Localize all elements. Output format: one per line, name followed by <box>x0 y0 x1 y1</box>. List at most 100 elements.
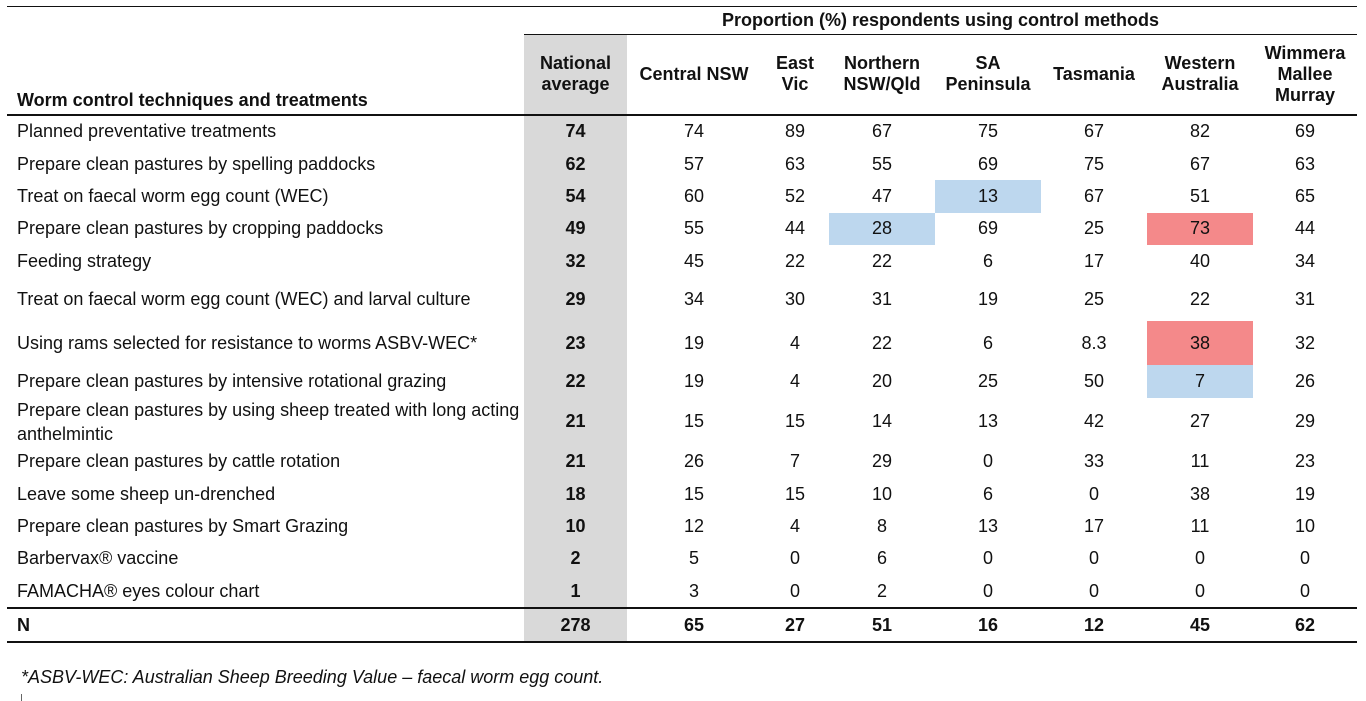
cell-central-nsw: 45 <box>683 250 705 271</box>
cell-central-nsw: 19 <box>683 332 705 353</box>
cell-northern-nsw-qld: 28 <box>829 212 935 245</box>
cell-tasmania: 0 <box>1088 580 1099 601</box>
cell-east-vic: 89 <box>761 113 829 148</box>
cell-east-vic: 44 <box>784 218 806 239</box>
table-row: Prepare clean pastures by cropping paddo… <box>7 212 1357 245</box>
table-row: Treat on faecal worm egg count (WEC) and… <box>7 277 1357 322</box>
cell-northern-nsw-qld: 22 <box>871 250 893 271</box>
cell-east-vic: 7 <box>789 451 800 472</box>
cell-northern-nsw-qld: 14 <box>871 411 893 432</box>
cell-national-average: 23 <box>524 321 627 366</box>
cell-tasmania: 67 <box>1041 113 1147 148</box>
cell-northern-nsw-qld: 31 <box>871 288 893 309</box>
row-label: Prepare clean pastures by intensive rota… <box>17 370 447 391</box>
cell-sa-peninsula: 75 <box>935 113 1041 148</box>
cell-sa-peninsula: 0 <box>982 580 993 601</box>
cell-western-australia: 0 <box>1194 548 1205 569</box>
cell-sa-peninsula: 6 <box>982 483 993 504</box>
cell-northern-nsw-qld: 67 <box>829 113 935 148</box>
cell-wimmera-mallee-murray: 0 <box>1300 548 1311 569</box>
row-label: FAMACHA® eyes colour chart <box>17 580 260 601</box>
cell-sa-peninsula: 13 <box>977 411 999 432</box>
row-label: Treat on faecal worm egg count (WEC) <box>17 185 329 206</box>
cell-western-australia: 40 <box>1189 250 1211 271</box>
cell-tasmania: 0 <box>1088 548 1099 569</box>
cell-northern-nsw-qld: 55 <box>871 153 893 174</box>
table-row: Feeding strategy 32 45 22 22 6 17 40 34 <box>7 244 1357 278</box>
row-label: Treat on faecal worm egg count (WEC) and… <box>17 289 471 310</box>
cell-east-vic: 4 <box>789 515 800 536</box>
cell-sa-peninsula: 13 <box>935 180 1041 213</box>
cell-national-average: 49 <box>524 212 627 245</box>
cell-wimmera-mallee-murray: 31 <box>1294 288 1316 309</box>
cell-northern-nsw-qld: 8 <box>876 515 887 536</box>
column-header-national-average: National average <box>524 34 627 115</box>
row-header: Worm control techniques and treatments <box>17 89 368 110</box>
cell-northern-nsw-qld: 20 <box>871 370 893 391</box>
cell-sa-peninsula: 25 <box>977 370 999 391</box>
cell-east-vic: 63 <box>784 153 806 174</box>
cell-central-nsw: 55 <box>683 218 705 239</box>
cell-national-average: 18 <box>524 477 627 511</box>
cell-sa-peninsula: 6 <box>982 250 993 271</box>
row-label: Barbervax® vaccine <box>17 548 179 569</box>
cell-western-australia: 7 <box>1147 365 1253 398</box>
cell-western-australia: 67 <box>1189 153 1211 174</box>
row-label: Feeding strategy <box>17 250 152 271</box>
column-header-northern-nsw-qld: Northern NSW/Qld <box>843 53 921 95</box>
cell-tasmania: 25 <box>1083 218 1105 239</box>
cell-central-nsw: 15 <box>683 483 705 504</box>
cell-sa-peninsula: 0 <box>982 548 993 569</box>
cell-east-vic: 52 <box>784 185 806 206</box>
cell-tasmania: 8.3 <box>1081 332 1107 353</box>
column-header-tasmania: Tasmania <box>1053 63 1135 84</box>
cell-east-vic: 15 <box>784 483 806 504</box>
cell-tasmania: 50 <box>1083 370 1105 391</box>
cell-tasmania: 75 <box>1083 153 1105 174</box>
cell-wimmera-mallee-murray: 44 <box>1294 218 1316 239</box>
cell-western-australia: 27 <box>1189 411 1211 432</box>
cell-wimmera-mallee-murray: 29 <box>1294 411 1316 432</box>
n-cell-northern-nsw-qld: 51 <box>829 607 935 644</box>
table-row: FAMACHA® eyes colour chart 1 3 0 2 0 0 0 0 <box>7 574 1357 609</box>
cell-western-australia: 51 <box>1189 185 1211 206</box>
table-row: Treat on faecal worm egg count (WEC) 54 60… <box>7 180 1357 213</box>
cell-tasmania: 67 <box>1083 185 1105 206</box>
cell-central-nsw: 60 <box>683 185 705 206</box>
cell-national-average: 29 <box>524 277 627 322</box>
cell-central-nsw: 15 <box>683 411 705 432</box>
n-cell-national-average: 278 <box>524 607 627 644</box>
super-header-spacer <box>7 6 524 35</box>
cell-northern-nsw-qld: 6 <box>876 548 887 569</box>
row-label: Leave some sheep un-drenched <box>17 483 276 504</box>
cell-central-nsw: 74 <box>627 113 761 148</box>
cell-western-australia: 22 <box>1189 288 1211 309</box>
cell-sa-peninsula: 13 <box>977 515 999 536</box>
n-cell-wimmera-mallee-murray: 62 <box>1253 607 1358 644</box>
cell-wimmera-mallee-murray: 32 <box>1294 332 1316 353</box>
cell-national-average: 22 <box>524 365 627 398</box>
cell-sa-peninsula: 69 <box>977 218 999 239</box>
cell-national-average: 74 <box>524 113 627 148</box>
cell-western-australia: 82 <box>1147 113 1253 148</box>
column-header-east-vic: East Vic <box>775 53 815 95</box>
cell-northern-nsw-qld: 22 <box>871 332 893 353</box>
column-header-wimmera-mallee-murray: Wimmera Mallee Murray <box>1264 42 1346 105</box>
cell-central-nsw: 3 <box>688 580 699 601</box>
cell-wimmera-mallee-murray: 23 <box>1294 451 1316 472</box>
cell-east-vic: 22 <box>784 250 806 271</box>
cell-tasmania: 0 <box>1088 483 1099 504</box>
table-row: Prepare clean pastures by using sheep tr… <box>7 397 1357 446</box>
cell-northern-nsw-qld: 10 <box>871 483 893 504</box>
cell-central-nsw: 26 <box>683 451 705 472</box>
cell-wimmera-mallee-murray: 0 <box>1300 580 1311 601</box>
cell-sa-peninsula: 69 <box>977 153 999 174</box>
cell-wimmera-mallee-murray: 10 <box>1294 515 1316 536</box>
row-label: Prepare clean pastures by spelling paddo… <box>17 153 376 174</box>
cell-national-average: 2 <box>524 542 627 575</box>
cell-east-vic: 4 <box>789 370 800 391</box>
n-cell-sa-peninsula: 16 <box>935 607 1041 644</box>
cell-east-vic: 0 <box>789 548 800 569</box>
cell-western-australia: 38 <box>1189 483 1211 504</box>
cell-central-nsw: 19 <box>683 370 705 391</box>
